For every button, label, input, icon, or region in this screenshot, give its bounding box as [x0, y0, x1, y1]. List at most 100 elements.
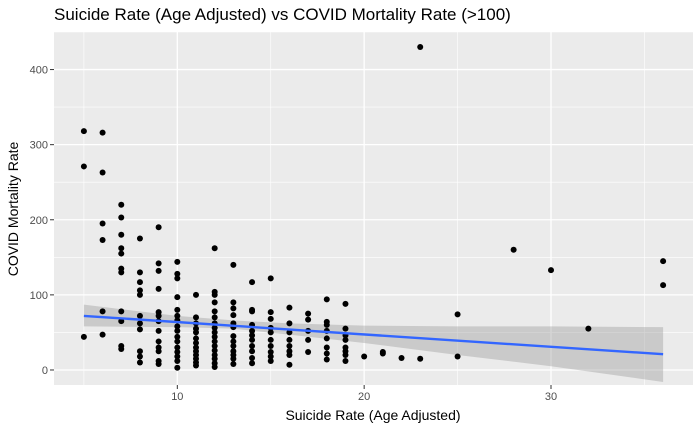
data-point	[136, 312, 143, 319]
data-point	[286, 351, 293, 358]
data-point	[323, 344, 330, 351]
data-point	[174, 357, 181, 364]
data-point	[211, 342, 218, 349]
data-point	[99, 237, 106, 244]
data-point	[660, 282, 667, 289]
data-point	[193, 329, 199, 336]
data-point	[118, 269, 125, 276]
data-point	[193, 362, 199, 369]
data-point	[155, 285, 162, 292]
x-tick-label: 30	[545, 391, 557, 403]
x-axis-title: Suicide Rate (Age Adjusted)	[285, 407, 460, 423]
data-point	[361, 353, 368, 360]
data-point	[249, 360, 256, 367]
data-point	[267, 315, 274, 322]
data-point	[286, 320, 293, 327]
data-point	[398, 354, 405, 361]
data-point	[379, 348, 386, 355]
data-point	[155, 267, 162, 274]
data-point	[118, 245, 125, 252]
data-point	[342, 325, 349, 332]
x-tick-label: 20	[358, 391, 370, 403]
data-point	[80, 333, 87, 340]
data-point	[211, 245, 218, 252]
data-point	[211, 308, 218, 315]
trend-line	[83, 314, 664, 356]
data-point	[267, 342, 274, 349]
data-point	[211, 347, 218, 354]
data-point	[230, 299, 237, 306]
grid-lines	[54, 31, 693, 385]
data-point	[211, 355, 218, 362]
data-point	[286, 329, 293, 336]
data-point	[193, 339, 199, 346]
x-tick-label: 10	[171, 391, 183, 403]
data-point	[99, 169, 106, 176]
data-point	[155, 338, 162, 345]
data-point	[118, 250, 125, 257]
data-point	[510, 246, 517, 253]
data-point	[267, 353, 274, 360]
data-point	[342, 336, 349, 343]
data-point	[305, 316, 312, 323]
data-point	[155, 224, 162, 231]
data-point	[99, 220, 106, 227]
data-point	[174, 353, 181, 360]
confidence-band	[83, 304, 664, 382]
data-point	[155, 327, 162, 334]
data-point	[286, 304, 293, 311]
data-point	[99, 129, 106, 136]
data-point	[323, 296, 330, 303]
data-point	[136, 353, 143, 360]
data-point	[267, 336, 274, 343]
data-point	[323, 321, 330, 328]
data-point	[342, 351, 349, 358]
data-point	[249, 279, 256, 286]
data-point	[286, 342, 293, 349]
data-point	[342, 357, 349, 364]
data-point	[230, 342, 237, 349]
confidence-band-group	[83, 304, 664, 382]
data-points	[80, 44, 667, 371]
data-point	[174, 323, 181, 330]
data-point	[193, 335, 199, 342]
data-point	[230, 360, 237, 367]
data-point	[454, 311, 461, 318]
data-point	[230, 312, 237, 319]
data-point	[454, 353, 461, 360]
data-point	[211, 324, 218, 331]
data-point	[417, 44, 424, 51]
data-point	[174, 348, 181, 355]
data-point	[249, 332, 256, 339]
data-point	[118, 214, 125, 221]
data-point	[118, 308, 125, 315]
data-point	[305, 336, 312, 343]
data-point	[136, 235, 143, 242]
data-point	[286, 361, 293, 368]
data-point	[118, 201, 125, 208]
data-point	[585, 325, 592, 332]
data-point	[174, 275, 181, 282]
data-point	[174, 338, 181, 345]
data-point	[174, 344, 181, 351]
data-point	[267, 329, 274, 336]
data-point	[417, 355, 424, 362]
data-point	[118, 231, 125, 238]
data-point	[305, 348, 312, 355]
data-point	[118, 345, 125, 352]
data-point	[174, 306, 181, 313]
data-point	[230, 355, 237, 362]
data-point	[136, 279, 143, 286]
data-point	[548, 267, 554, 274]
data-point	[249, 348, 256, 355]
data-point	[136, 320, 143, 327]
data-point	[211, 333, 218, 340]
data-point	[174, 270, 181, 277]
data-point	[99, 308, 106, 315]
data-point	[136, 348, 143, 355]
data-point	[249, 308, 256, 315]
data-point	[286, 336, 293, 343]
data-point	[249, 354, 256, 361]
plot-panel	[54, 32, 693, 385]
